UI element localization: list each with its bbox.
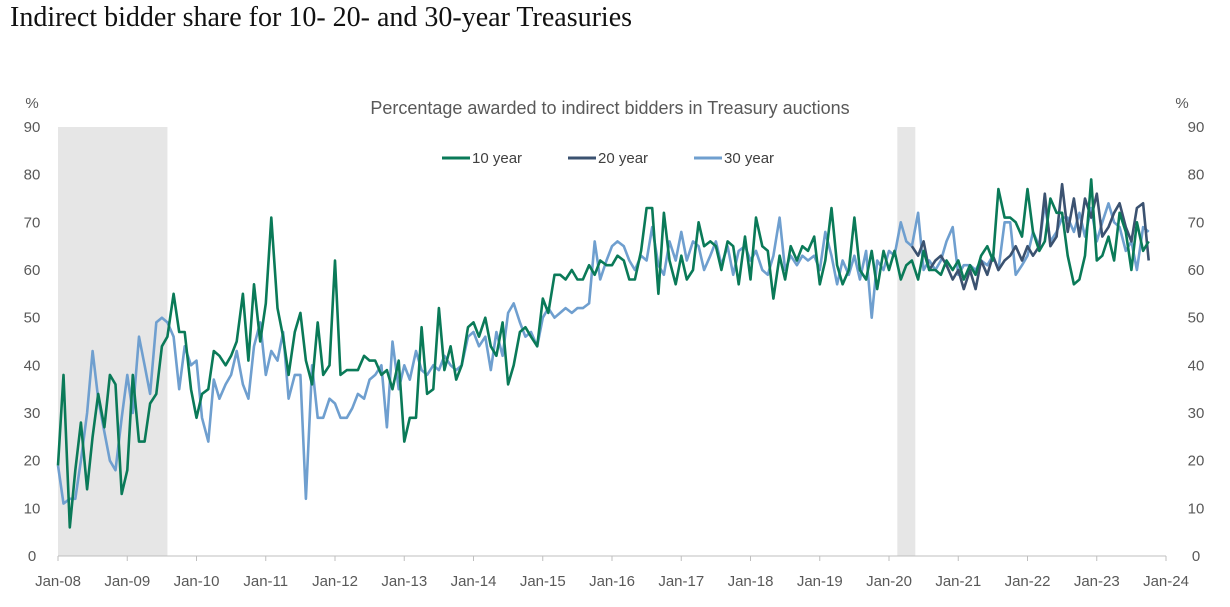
x-tick-label: Jan-16 (589, 573, 635, 590)
y-tick-label-right: 80 (1188, 167, 1205, 184)
x-tick-label: Jan-12 (312, 573, 358, 590)
x-tick-label: Jan-20 (866, 573, 912, 590)
x-tick-label: Jan-21 (935, 573, 981, 590)
legend-label-20-year: 20 year (598, 150, 648, 167)
y-tick-label-right: 50 (1188, 310, 1205, 327)
y-tick-label-left: 80 (24, 167, 41, 184)
y-axis-unit-left: % (25, 95, 38, 112)
x-tick-label: Jan-15 (520, 573, 566, 590)
page-title: Indirect bidder share for 10- 20- and 30… (10, 2, 633, 33)
series-lines (56, 178, 1150, 529)
y-tick-label-left: 0 (28, 548, 36, 565)
x-tick-label: Jan-10 (174, 573, 220, 590)
series-line-20-year (910, 182, 1150, 291)
x-tick-label: Jan-22 (1005, 573, 1051, 590)
y-tick-label-left: 30 (24, 405, 41, 422)
y-tick-label-right: 10 (1188, 500, 1205, 517)
y-axis-unit-right: % (1175, 95, 1188, 112)
y-tick-label-left: 40 (24, 357, 41, 374)
series-line-10-year (56, 178, 1150, 529)
y-tick-label-left: 90 (24, 119, 41, 136)
chart-title: Percentage awarded to indirect bidders i… (370, 98, 849, 118)
series-line-30-year (56, 202, 1150, 505)
x-tick-label: Jan-09 (104, 573, 150, 590)
x-tick-label: Jan-18 (728, 573, 774, 590)
x-tick-label: Jan-24 (1143, 573, 1189, 590)
x-tick-label: Jan-14 (451, 573, 497, 590)
y-tick-label-right: 40 (1188, 357, 1205, 374)
y-tick-label-right: 0 (1192, 548, 1200, 565)
axes: Jan-08 Jan-09 Jan-10 Jan-11 Jan-12 Jan-13 Jan-… (24, 119, 1205, 590)
y-tick-label-right: 30 (1188, 405, 1205, 422)
y-tick-label-right: 20 (1188, 453, 1205, 470)
y-tick-label-left: 50 (24, 310, 41, 327)
y-tick-label-right: 70 (1188, 214, 1205, 231)
y-tick-label-left: 20 (24, 453, 41, 470)
y-tick-label-left: 10 (24, 500, 41, 517)
shaded-period (897, 127, 916, 556)
legend-label-10-year: 10 year (472, 150, 522, 167)
legend: 10 year 20 year 30 year (442, 150, 774, 167)
y-tick-label-right: 60 (1188, 262, 1205, 279)
y-tick-label-left: 60 (24, 262, 41, 279)
x-tick-label: Jan-08 (35, 573, 81, 590)
legend-label-30-year: 30 year (724, 150, 774, 167)
y-tick-label-right: 90 (1188, 119, 1205, 136)
x-tick-label: Jan-23 (1074, 573, 1120, 590)
x-tick-label: Jan-17 (658, 573, 704, 590)
y-tick-label-left: 70 (24, 214, 41, 231)
x-tick-label: Jan-11 (243, 573, 288, 590)
x-tick-label: Jan-13 (381, 573, 427, 590)
x-tick-label: Jan-19 (797, 573, 843, 590)
